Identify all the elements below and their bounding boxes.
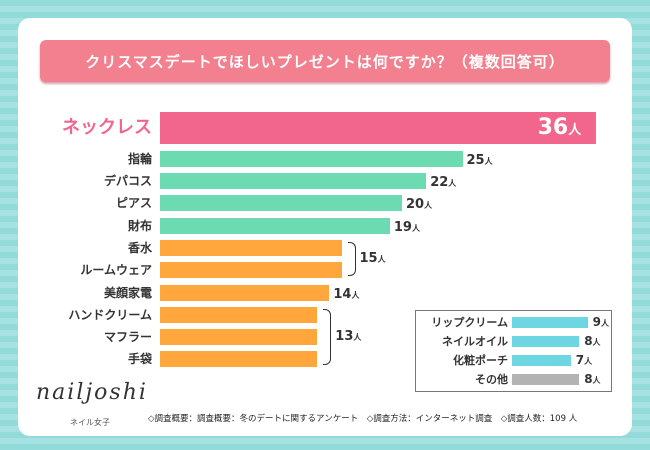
inset-chart: リップクリーム 9人 ネイルオイル 8人 化粧ポーチ 7人 その他 8人 xyxy=(415,310,612,392)
value-label: 20人 xyxy=(406,197,433,212)
category-label: マフラー xyxy=(103,330,152,344)
value-label: 22人 xyxy=(430,175,457,190)
chart-title: クリスマスデートでほしいプレゼントは何ですか？（複数回答可） xyxy=(40,40,610,82)
category-label: ハンドクリーム xyxy=(68,308,152,322)
logo: nailjoshi xyxy=(36,380,148,405)
survey-footer: ◇調査概要：調査概要：冬のデートに関するアンケート ◇調査方法：インターネット調… xyxy=(148,414,578,424)
group-value-label: 13人 xyxy=(335,329,362,344)
category-label: 指輪 xyxy=(127,152,152,166)
inset-category-label: その他 xyxy=(475,373,508,386)
inset-category-label: リップクリーム xyxy=(431,316,508,329)
category-label: 手袋 xyxy=(127,352,152,366)
category-label: デパコス xyxy=(103,174,152,188)
bar xyxy=(160,262,342,278)
bar xyxy=(160,329,318,345)
bar xyxy=(160,218,390,234)
value-label: 14人 xyxy=(333,287,360,302)
value-label: 36人 xyxy=(537,115,582,140)
inset-category-label: ネイルオイル xyxy=(442,335,508,348)
bar xyxy=(160,307,318,323)
group-bracket xyxy=(347,242,356,276)
inset-bar xyxy=(512,317,588,328)
bar xyxy=(160,112,596,144)
inset-value-label: 9人 xyxy=(592,315,609,329)
category-label: ルームウェア xyxy=(80,263,152,277)
bar xyxy=(160,195,402,211)
category-label: 美顔家電 xyxy=(103,286,152,300)
category-label: ネックレス xyxy=(62,117,152,138)
group-bracket xyxy=(323,309,332,365)
value-label: 19人 xyxy=(393,220,420,235)
category-label: ピアス xyxy=(115,196,152,210)
category-label: 香水 xyxy=(127,241,152,255)
inset-bar xyxy=(512,336,580,347)
inset-category-label: 化粧ポーチ xyxy=(453,354,508,367)
logo-subtitle: ネイル女子 xyxy=(70,418,110,427)
inset-bar xyxy=(512,355,571,366)
category-label: 財布 xyxy=(127,219,152,233)
bar xyxy=(160,351,318,367)
group-value-label: 15人 xyxy=(359,251,386,266)
bar xyxy=(160,240,342,256)
value-label: 25人 xyxy=(466,153,493,168)
inset-value-label: 7人 xyxy=(575,353,593,367)
bar xyxy=(160,285,330,301)
inset-bar xyxy=(512,374,580,385)
inset-value-label: 8人 xyxy=(584,372,601,386)
bar xyxy=(160,173,427,189)
inset-value-label: 8人 xyxy=(584,334,601,348)
bar xyxy=(160,151,463,167)
